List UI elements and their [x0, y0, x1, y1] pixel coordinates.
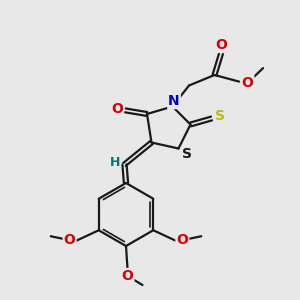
Text: O: O	[215, 38, 227, 52]
Text: O: O	[122, 269, 134, 283]
Text: H: H	[110, 156, 120, 170]
Text: O: O	[242, 76, 254, 90]
Text: O: O	[64, 233, 76, 247]
Text: S: S	[215, 109, 225, 123]
Text: S: S	[182, 147, 192, 161]
Text: O: O	[176, 233, 188, 247]
Text: O: O	[111, 102, 123, 116]
Text: N: N	[168, 94, 180, 108]
